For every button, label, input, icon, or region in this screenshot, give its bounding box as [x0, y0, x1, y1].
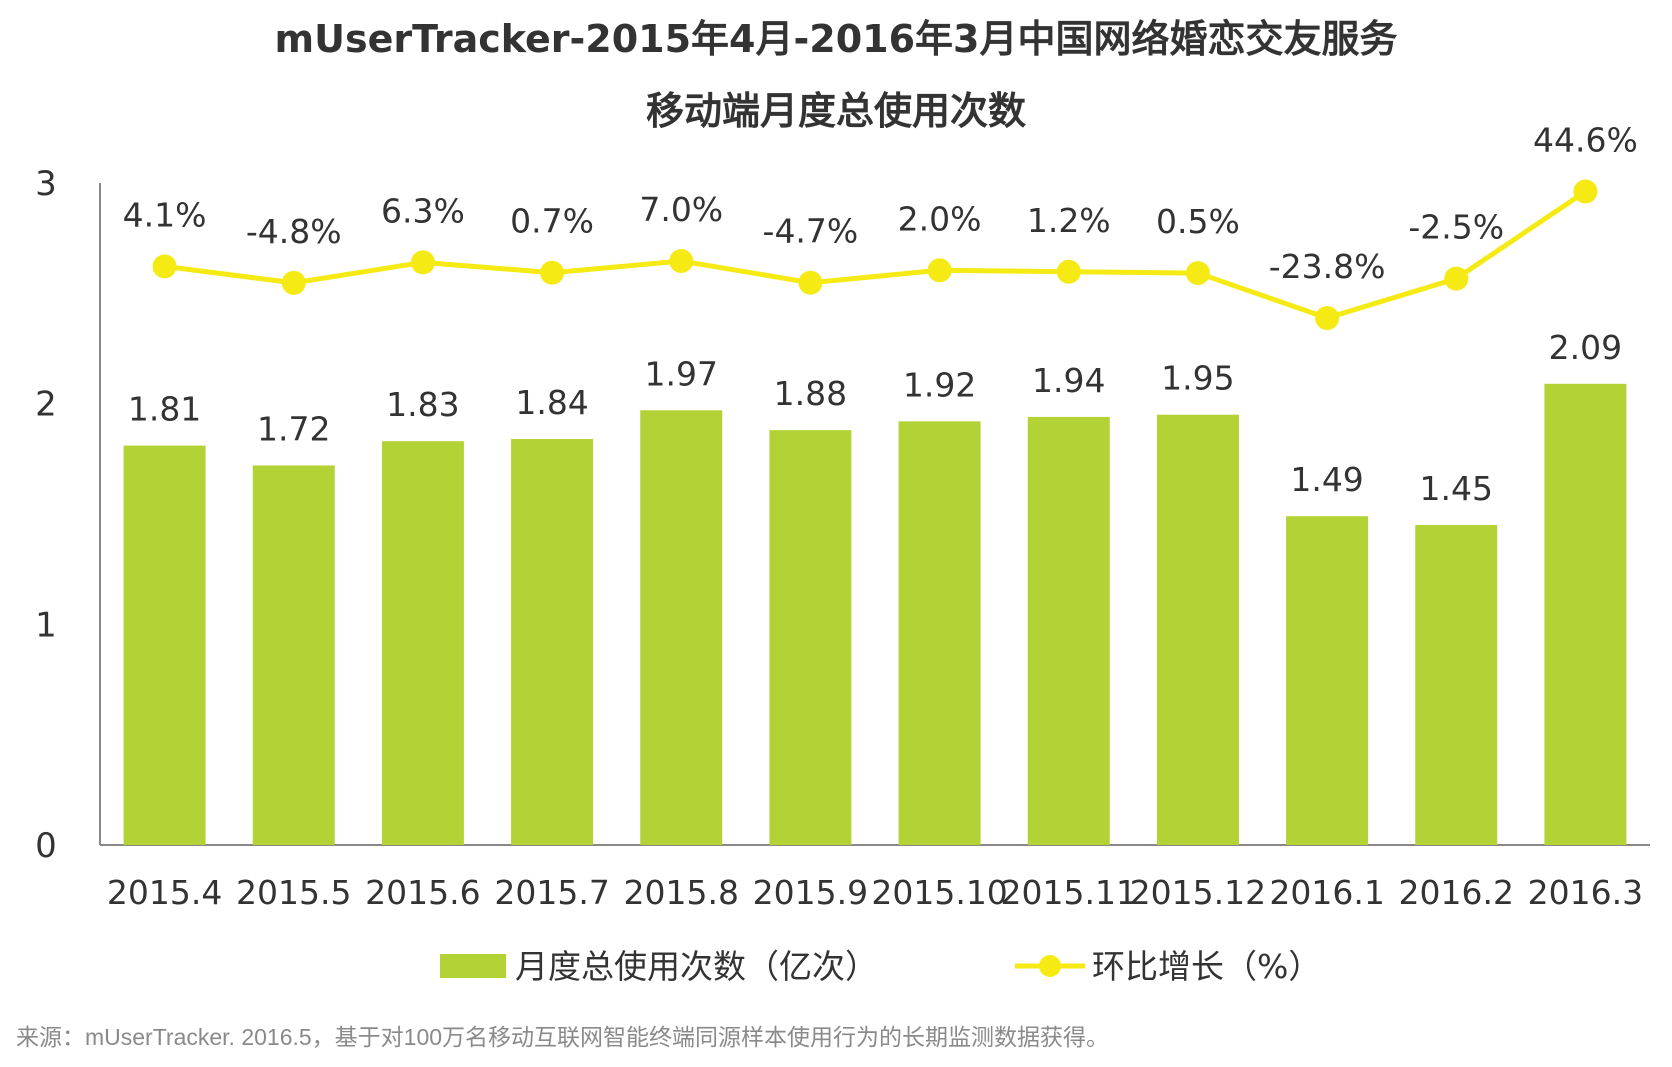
bar [1027, 416, 1110, 845]
growth-value-label: 0.5% [1156, 202, 1240, 241]
x-tick-label: 2016.3 [1528, 873, 1643, 912]
growth-series-line [164, 189, 1587, 321]
x-tick-label: 2015.10 [871, 873, 1007, 912]
bar [1286, 516, 1369, 845]
x-tick-label: 2015.7 [494, 873, 609, 912]
source-note: 来源：mUserTracker. 2016.5，基于对100万名移动互联网智能终… [16, 1024, 1110, 1050]
bar-value-label: 1.45 [1420, 469, 1493, 508]
bar [898, 421, 981, 845]
bar [1544, 383, 1627, 845]
growth-value-label: 2.0% [898, 199, 982, 238]
growth-point [1444, 266, 1469, 291]
bar [769, 430, 852, 845]
x-tick-label: 2015.5 [236, 873, 351, 912]
bar [1415, 525, 1498, 845]
growth-value-label: -2.5% [1408, 208, 1504, 247]
growth-value-label: 7.0% [639, 190, 723, 229]
legend-line-label: 环比增长（%） [1092, 947, 1321, 986]
bar [640, 410, 723, 845]
bar-value-label: 1.83 [386, 385, 459, 424]
x-tick-label: 2015.12 [1130, 873, 1266, 912]
x-tick-label: 2016.2 [1399, 873, 1514, 912]
x-tick-label: 2016.1 [1269, 873, 1384, 912]
x-tick-label: 2015.11 [1001, 873, 1137, 912]
x-tick-label: 2015.6 [365, 873, 480, 912]
legend-line-marker [1039, 955, 1061, 977]
growth-value-label: 1.2% [1027, 201, 1111, 240]
y-tick-label: 2 [35, 385, 57, 425]
growth-value-label: 44.6% [1533, 120, 1638, 159]
x-tick-label: 2015.9 [753, 873, 868, 912]
growth-point [1573, 179, 1598, 204]
bar-value-label: 1.97 [645, 354, 718, 393]
y-tick-label: 3 [35, 164, 57, 204]
growth-point [410, 250, 435, 275]
bar [123, 445, 206, 845]
bar-value-label: 1.88 [774, 374, 847, 413]
bar-value-label: 1.72 [257, 409, 330, 448]
growth-value-label: -23.8% [1269, 247, 1386, 286]
legend-bar-swatch [440, 954, 506, 978]
growth-value-label: 0.7% [510, 202, 594, 241]
growth-point [927, 258, 952, 283]
growth-point [798, 270, 823, 295]
bar-value-label: 1.94 [1032, 361, 1105, 400]
y-tick-label: 1 [35, 605, 57, 645]
bar-value-label: 1.92 [903, 365, 976, 404]
legend-bar-label: 月度总使用次数（亿次） [515, 947, 878, 986]
chart-title-line1: mUserTracker-2015年4月-2016年3月中国网络婚恋交友服务 [274, 17, 1398, 61]
growth-point [281, 270, 306, 295]
growth-value-label: -4.8% [246, 212, 342, 251]
bar [252, 465, 335, 845]
bar-value-label: 1.81 [128, 390, 201, 429]
growth-value-label: 4.1% [123, 195, 207, 234]
bar-value-label: 2.09 [1549, 328, 1622, 367]
growth-point [152, 254, 177, 279]
growth-point [540, 260, 565, 285]
x-tick-label: 2015.8 [624, 873, 739, 912]
bar [511, 438, 594, 845]
growth-value-label: -4.7% [763, 212, 859, 251]
bar [1156, 414, 1239, 845]
bar-value-label: 1.95 [1161, 359, 1234, 398]
chart-title-line2: 移动端月度总使用次数 [645, 89, 1026, 133]
growth-point [1056, 259, 1081, 284]
growth-point [669, 249, 694, 274]
bar-value-label: 1.49 [1290, 460, 1363, 499]
growth-value-label: 6.3% [381, 191, 465, 230]
y-tick-label: 0 [35, 826, 57, 866]
x-tick-label: 2015.4 [107, 873, 222, 912]
growth-point [1315, 306, 1340, 331]
bar-value-label: 1.84 [515, 383, 588, 422]
growth-point [1185, 261, 1210, 286]
bar [381, 441, 464, 845]
